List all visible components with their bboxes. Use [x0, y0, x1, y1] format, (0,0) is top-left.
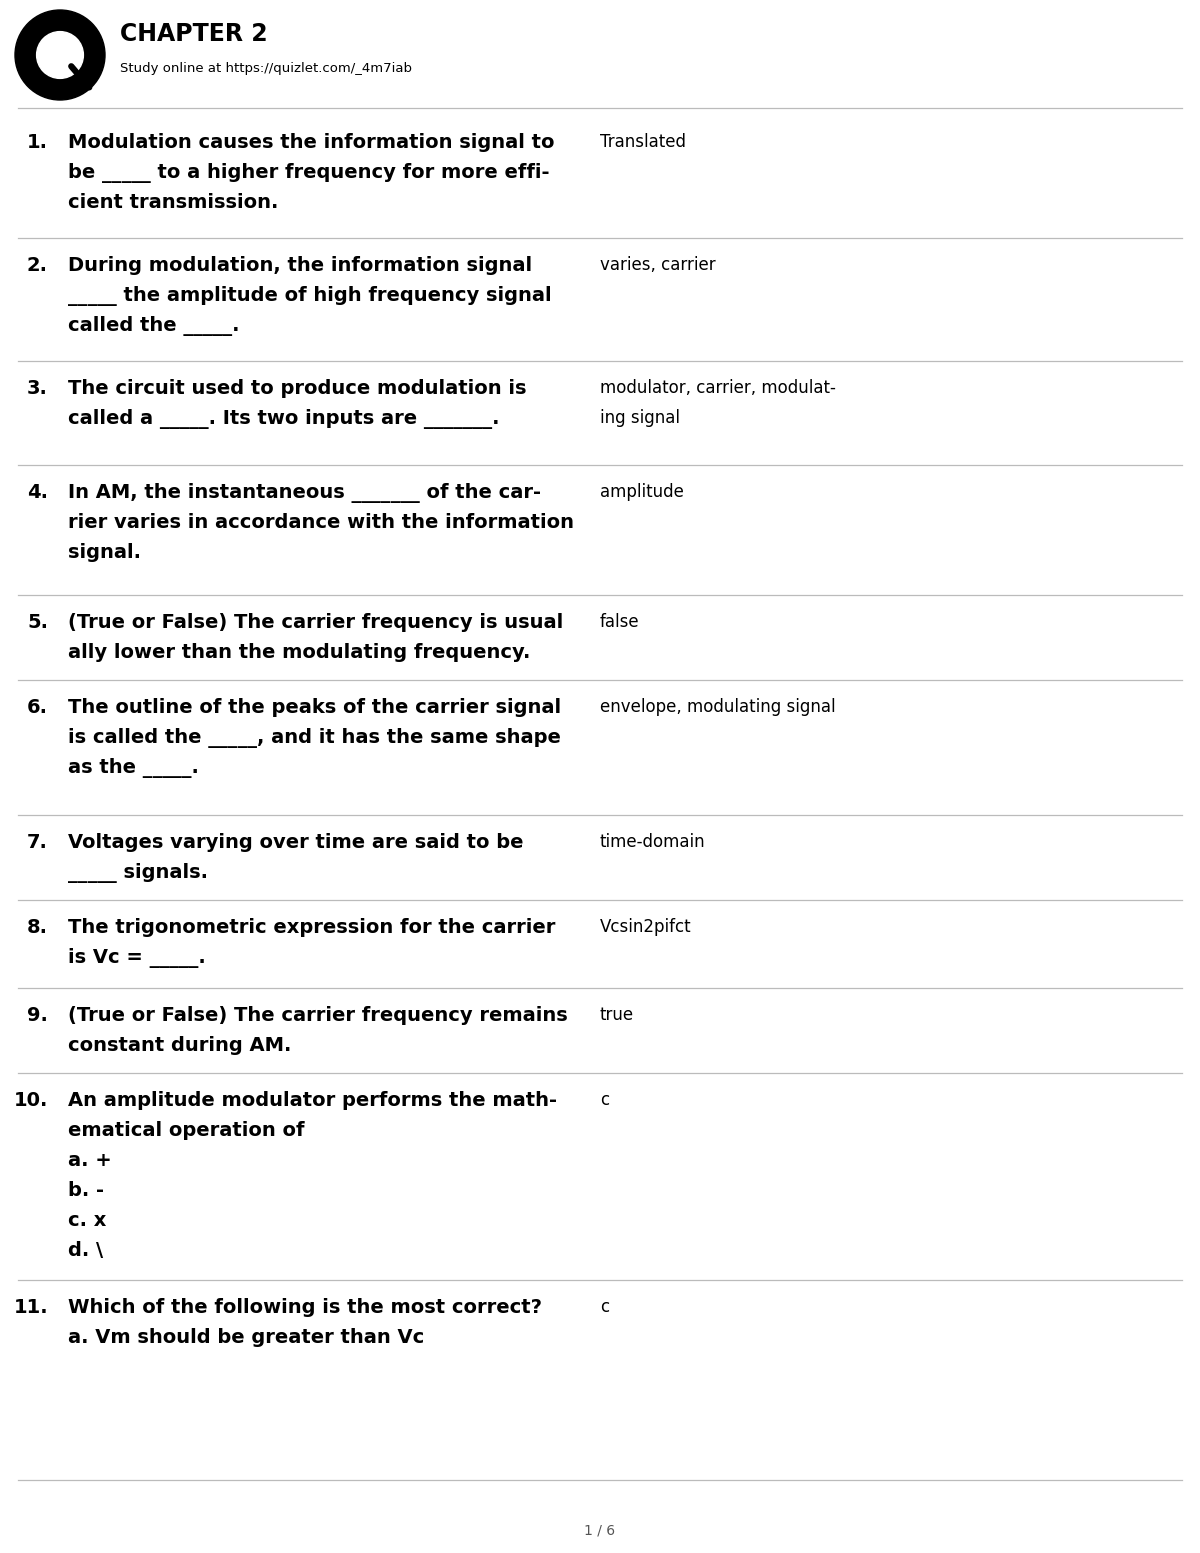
Text: c. x: c. x	[68, 1211, 107, 1230]
Text: constant during AM.: constant during AM.	[68, 1036, 292, 1054]
Text: rier varies in accordance with the information: rier varies in accordance with the infor…	[68, 512, 574, 533]
Text: 8.: 8.	[28, 918, 48, 936]
Text: Voltages varying over time are said to be: Voltages varying over time are said to b…	[68, 832, 523, 853]
Text: as the _____.: as the _____.	[68, 758, 199, 778]
Text: d. \: d. \	[68, 1241, 103, 1259]
Text: called a _____. Its two inputs are _______.: called a _____. Its two inputs are _____…	[68, 408, 499, 429]
Text: is called the _____, and it has the same shape: is called the _____, and it has the same…	[68, 728, 560, 749]
Text: 1 / 6: 1 / 6	[584, 1523, 616, 1537]
Text: c: c	[600, 1298, 610, 1315]
Text: (True or False) The carrier frequency is usual: (True or False) The carrier frequency is…	[68, 613, 563, 632]
Text: true: true	[600, 1006, 634, 1023]
Text: (True or False) The carrier frequency remains: (True or False) The carrier frequency re…	[68, 1006, 568, 1025]
Text: amplitude: amplitude	[600, 483, 684, 502]
Text: Vcsin2pifct: Vcsin2pifct	[600, 918, 691, 936]
Text: 4.: 4.	[28, 483, 48, 502]
Text: ing signal: ing signal	[600, 408, 680, 427]
Text: _____ the amplitude of high frequency signal: _____ the amplitude of high frequency si…	[68, 286, 552, 306]
Circle shape	[36, 31, 84, 78]
Text: The outline of the peaks of the carrier signal: The outline of the peaks of the carrier …	[68, 697, 562, 717]
Text: time-domain: time-domain	[600, 832, 706, 851]
Text: c: c	[600, 1092, 610, 1109]
Text: 7.: 7.	[28, 832, 48, 853]
Text: Modulation causes the information signal to: Modulation causes the information signal…	[68, 134, 554, 152]
Text: The trigonometric expression for the carrier: The trigonometric expression for the car…	[68, 918, 556, 936]
Text: 10.: 10.	[13, 1092, 48, 1110]
Text: 11.: 11.	[13, 1298, 48, 1317]
Text: Translated: Translated	[600, 134, 686, 151]
Text: 6.: 6.	[28, 697, 48, 717]
Text: ally lower than the modulating frequency.: ally lower than the modulating frequency…	[68, 643, 530, 662]
Text: b. -: b. -	[68, 1180, 104, 1200]
Text: is Vc = _____.: is Vc = _____.	[68, 947, 205, 968]
Text: varies, carrier: varies, carrier	[600, 256, 715, 273]
Circle shape	[14, 9, 106, 99]
Text: During modulation, the information signal: During modulation, the information signa…	[68, 256, 532, 275]
Text: false: false	[600, 613, 640, 631]
Text: modulator, carrier, modulat-: modulator, carrier, modulat-	[600, 379, 836, 398]
Text: signal.: signal.	[68, 544, 142, 562]
Text: In AM, the instantaneous _______ of the car-: In AM, the instantaneous _______ of the …	[68, 483, 541, 503]
Text: cient transmission.: cient transmission.	[68, 193, 278, 213]
Text: a. +: a. +	[68, 1151, 112, 1169]
Text: _____ signals.: _____ signals.	[68, 863, 208, 884]
Text: envelope, modulating signal: envelope, modulating signal	[600, 697, 835, 716]
Text: 9.: 9.	[28, 1006, 48, 1025]
Text: 1.: 1.	[28, 134, 48, 152]
Text: The circuit used to produce modulation is: The circuit used to produce modulation i…	[68, 379, 527, 398]
Text: called the _____.: called the _____.	[68, 315, 240, 335]
Text: CHAPTER 2: CHAPTER 2	[120, 22, 268, 47]
Text: Which of the following is the most correct?: Which of the following is the most corre…	[68, 1298, 542, 1317]
Text: An amplitude modulator performs the math-: An amplitude modulator performs the math…	[68, 1092, 557, 1110]
Text: Study online at https://quizlet.com/_4m7iab: Study online at https://quizlet.com/_4m7…	[120, 62, 412, 75]
Text: 2.: 2.	[28, 256, 48, 275]
Text: 5.: 5.	[28, 613, 48, 632]
Text: be _____ to a higher frequency for more effi-: be _____ to a higher frequency for more …	[68, 163, 550, 183]
Text: ematical operation of: ematical operation of	[68, 1121, 305, 1140]
Text: 3.: 3.	[28, 379, 48, 398]
Text: a. Vm should be greater than Vc: a. Vm should be greater than Vc	[68, 1328, 425, 1346]
